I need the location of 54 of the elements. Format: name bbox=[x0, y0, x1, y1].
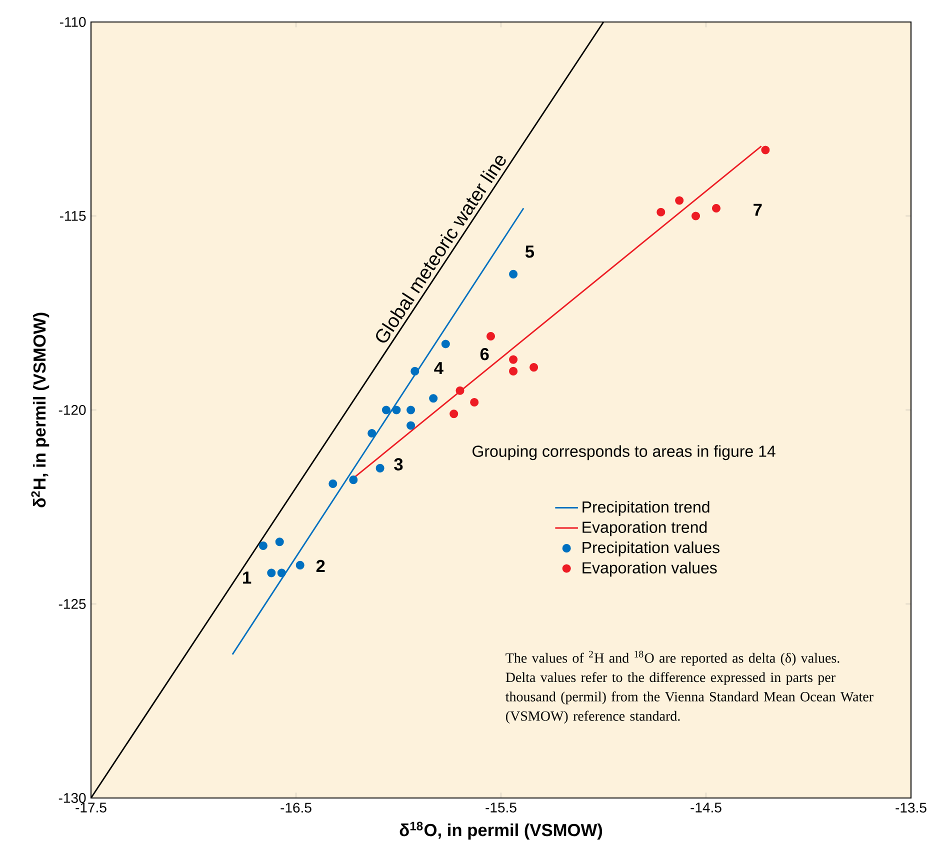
x-tick-label: -14.5 bbox=[690, 802, 722, 812]
legend-label: Evaporation trend bbox=[582, 521, 707, 536]
x-tick-label: -15.5 bbox=[486, 802, 516, 812]
x-axis-title: δ$^{18}$O, in permil (VSMOW) bbox=[400, 822, 602, 840]
point bbox=[656, 208, 666, 216]
annotation: 1 bbox=[243, 572, 252, 584]
annotation: 5 bbox=[525, 246, 534, 258]
point bbox=[277, 568, 286, 578]
annotation: 2 bbox=[316, 560, 325, 572]
legend-label: Precipitation values bbox=[582, 541, 720, 556]
point bbox=[530, 363, 538, 372]
y-tick-label: -110 bbox=[60, 17, 86, 27]
point bbox=[761, 146, 770, 154]
point bbox=[441, 340, 450, 348]
point bbox=[509, 355, 518, 364]
y-tick-label: -125 bbox=[58, 599, 86, 609]
point bbox=[392, 406, 401, 414]
point bbox=[406, 406, 416, 414]
annotation: 7 bbox=[754, 204, 762, 216]
legend-label: Evaporation values bbox=[582, 562, 717, 577]
point bbox=[450, 410, 458, 418]
annotation: Grouping corresponds to areas in figure 14 bbox=[472, 445, 776, 460]
point bbox=[509, 270, 518, 278]
y-axis-title: δ$^{2}$H, in permil (VSMOW) bbox=[31, 312, 50, 508]
point bbox=[509, 366, 518, 376]
y-tick-label: -120 bbox=[58, 405, 86, 415]
point bbox=[712, 204, 721, 212]
point bbox=[675, 196, 684, 205]
point bbox=[486, 332, 496, 341]
point bbox=[470, 398, 479, 406]
point bbox=[429, 394, 438, 403]
point bbox=[382, 406, 390, 414]
point bbox=[258, 542, 268, 550]
annotation: The values of $^{2}$H and $^{18}$O are reported as delta (δ) values. Delta values refer to the difference expressed in parts per thousand (permil) from the Vienna Standard Mean Ocean Water (VSMOW) reference standard. bbox=[506, 650, 874, 724]
annotation: 6 bbox=[480, 348, 489, 360]
legend-label: Precipitation trend bbox=[582, 500, 710, 516]
point bbox=[267, 568, 276, 578]
y-tick-label: -130 bbox=[58, 793, 86, 803]
y-tick-label: -115 bbox=[60, 211, 86, 221]
point bbox=[406, 421, 416, 430]
annotation: 4 bbox=[434, 362, 444, 374]
point bbox=[349, 476, 358, 484]
annotation: 3 bbox=[394, 458, 403, 470]
point bbox=[275, 538, 284, 546]
point bbox=[691, 212, 700, 220]
point bbox=[368, 428, 376, 438]
point bbox=[410, 366, 420, 376]
point bbox=[376, 464, 384, 472]
point bbox=[456, 386, 464, 395]
point bbox=[296, 560, 304, 570]
x-tick-label: -17.5 bbox=[76, 802, 106, 812]
x-tick-label: -13.5 bbox=[896, 802, 926, 813]
point bbox=[328, 479, 338, 488]
x-tick-label: -16.5 bbox=[280, 802, 312, 813]
